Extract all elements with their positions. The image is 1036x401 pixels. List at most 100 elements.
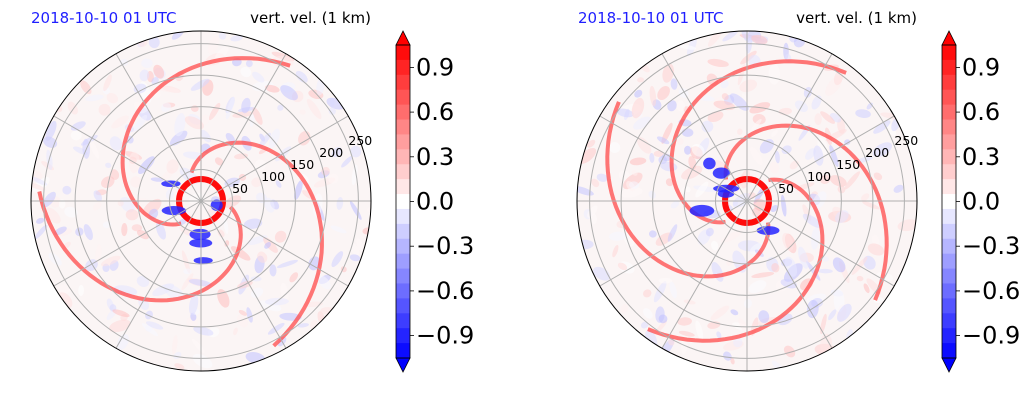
field-cell <box>172 335 178 355</box>
field-cell <box>730 357 735 365</box>
colorbar <box>941 30 960 373</box>
field-cell <box>695 181 709 198</box>
colorbar-level <box>942 59 956 76</box>
field-cell <box>174 363 185 370</box>
field-cell <box>837 185 846 194</box>
field-cell <box>55 284 72 296</box>
field-cell <box>590 213 597 225</box>
field-cell <box>350 145 362 158</box>
radial-label-50: 50 <box>778 181 794 196</box>
field-cell <box>105 162 112 169</box>
rainband-updraft <box>37 191 243 303</box>
field-cell <box>658 277 673 284</box>
angular-gridline <box>115 200 202 349</box>
field-cell <box>798 246 809 269</box>
field-cell <box>240 66 252 78</box>
field-cell <box>298 131 311 146</box>
field-cell <box>188 279 212 287</box>
field-cell <box>822 256 829 262</box>
field-cell <box>657 85 670 101</box>
field-cell <box>106 92 119 104</box>
downdraft-patch <box>756 226 780 235</box>
colorbar-tick-label: 0.3 <box>416 143 454 171</box>
field-cell <box>190 78 210 91</box>
radial-label-100: 100 <box>261 169 285 184</box>
field-cell <box>252 107 263 125</box>
field-cell <box>184 116 204 130</box>
field-cell <box>720 80 729 89</box>
downdraft-patch <box>161 206 187 216</box>
field-cell <box>83 224 93 241</box>
field-cell <box>112 309 130 318</box>
field-cell <box>628 181 640 189</box>
field-cell <box>78 284 85 297</box>
colorbar-level <box>396 208 410 225</box>
colorbar-level <box>396 104 410 121</box>
field-cell <box>233 327 238 336</box>
field-cell <box>691 143 705 157</box>
field-cell <box>679 44 697 50</box>
field-cell <box>721 93 729 101</box>
colorbar-extend-max <box>941 30 957 46</box>
field-cell <box>751 118 762 131</box>
field-cell <box>308 256 321 271</box>
field-cell <box>737 128 743 135</box>
field-cell <box>612 244 619 258</box>
field-cell <box>85 94 104 102</box>
field-cell <box>254 159 266 171</box>
field-cell <box>872 142 893 157</box>
colorbar-level <box>942 45 956 61</box>
field-cell <box>101 176 115 189</box>
colorbar-level <box>942 253 956 270</box>
downdraft-patch <box>689 204 715 217</box>
colorbar-level <box>942 328 956 344</box>
colorbar <box>395 30 414 373</box>
field-cell <box>861 193 870 201</box>
colorbar-tick-label: −0.9 <box>416 322 474 350</box>
radial-label-200: 200 <box>319 145 343 160</box>
field-cell <box>820 313 827 335</box>
field-cell <box>740 50 757 65</box>
field-cell <box>215 46 229 61</box>
field-cell <box>34 224 48 240</box>
colorbar-level <box>396 179 410 195</box>
field-cell <box>247 235 268 246</box>
field-cell <box>730 309 739 316</box>
field-cell <box>893 184 904 193</box>
field-cell <box>637 137 652 154</box>
field-cell <box>136 275 150 288</box>
field-cell <box>863 283 870 294</box>
field-cell <box>678 330 695 337</box>
field-cell <box>45 207 61 224</box>
field-cell <box>139 69 150 82</box>
field-cell <box>166 159 179 174</box>
colorbar-extend-min <box>941 357 957 373</box>
colorbar-level <box>942 74 956 91</box>
field-cell <box>89 140 100 159</box>
colorbar-tick-label: 0.9 <box>962 53 1000 81</box>
colorbar-level <box>396 268 410 285</box>
field-cell <box>153 64 165 79</box>
colorbar-level <box>396 313 410 329</box>
field-cell <box>243 218 263 229</box>
colorbar-level <box>942 149 956 165</box>
field-cell <box>770 204 778 213</box>
field-cell <box>241 97 251 114</box>
field-cell <box>862 201 880 210</box>
field-cell <box>649 85 657 107</box>
field-cell <box>640 321 649 329</box>
field-cell <box>873 120 891 134</box>
polar-grid <box>577 31 917 371</box>
field-cell <box>752 113 766 125</box>
field-cell <box>108 319 131 333</box>
colorbar-level <box>396 89 410 106</box>
downdraft-patch <box>712 167 730 179</box>
field-cell <box>103 74 112 92</box>
field-cell <box>189 294 199 316</box>
field-cell <box>328 173 339 184</box>
field-cell <box>141 323 159 337</box>
field-cell <box>208 102 221 121</box>
field-cell <box>665 178 674 187</box>
field-cell <box>608 142 621 154</box>
